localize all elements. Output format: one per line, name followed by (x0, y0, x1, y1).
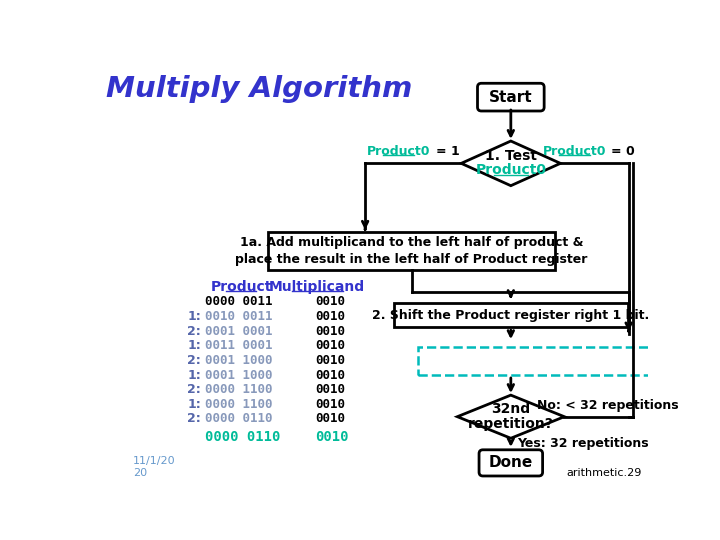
Text: 1:: 1: (187, 310, 201, 323)
Text: arithmetic.29: arithmetic.29 (567, 468, 642, 477)
Text: 32nd: 32nd (491, 402, 531, 416)
Bar (394, 303, 628, 327)
Text: 0010: 0010 (315, 369, 346, 382)
Text: Done: Done (489, 455, 533, 470)
Text: Yes: 32 repetitions: Yes: 32 repetitions (517, 437, 649, 450)
Text: 2:: 2: (187, 383, 201, 396)
Polygon shape (457, 395, 564, 438)
FancyBboxPatch shape (477, 83, 544, 111)
Text: 0010: 0010 (315, 383, 346, 396)
Text: Start: Start (489, 90, 533, 105)
Text: 2:: 2: (187, 413, 201, 426)
Text: 0010: 0010 (315, 339, 346, 353)
Text: 1. Test: 1. Test (485, 150, 537, 164)
Text: 0010: 0010 (315, 295, 346, 308)
Polygon shape (462, 141, 560, 186)
Text: = 1: = 1 (436, 145, 460, 158)
Text: 1:: 1: (187, 369, 201, 382)
Text: 0001 0001: 0001 0001 (205, 325, 273, 338)
Text: Product: Product (210, 280, 272, 294)
Text: 0001 1000: 0001 1000 (205, 369, 273, 382)
Bar (418, 347, 658, 375)
Text: 1a. Add multiplicand to the left half of product &: 1a. Add multiplicand to the left half of… (240, 236, 583, 249)
Text: No: < 32 repetitions: No: < 32 repetitions (537, 400, 678, 413)
Text: Multiplicand: Multiplicand (269, 280, 365, 294)
Text: Product0: Product0 (475, 163, 546, 177)
Text: Multiply Algorithm: Multiply Algorithm (106, 76, 412, 104)
Text: 11/1/20
20: 11/1/20 20 (132, 456, 175, 477)
Text: 0000 0110: 0000 0110 (205, 413, 273, 426)
Text: = 0: = 0 (611, 145, 634, 158)
Text: 0010: 0010 (315, 325, 346, 338)
Text: 0010: 0010 (315, 430, 349, 444)
Text: 0001 1000: 0001 1000 (205, 354, 273, 367)
Text: 0010: 0010 (315, 413, 346, 426)
Text: 0000 0110: 0000 0110 (205, 430, 281, 444)
Bar (269, 232, 555, 271)
Text: 0010 0011: 0010 0011 (205, 310, 273, 323)
Text: 0010: 0010 (315, 310, 346, 323)
Text: 0011 0001: 0011 0001 (205, 339, 273, 353)
Text: Product0: Product0 (366, 145, 431, 158)
Text: 2:: 2: (187, 325, 201, 338)
Text: 2:: 2: (187, 354, 201, 367)
Text: Product0: Product0 (543, 145, 606, 158)
Text: repetition?: repetition? (468, 417, 554, 431)
Text: 0000 0011: 0000 0011 (205, 295, 273, 308)
Text: 0010: 0010 (315, 354, 346, 367)
Text: 0000 1100: 0000 1100 (205, 398, 273, 411)
Text: 1:: 1: (187, 339, 201, 353)
Text: 0010: 0010 (315, 398, 346, 411)
FancyBboxPatch shape (479, 450, 543, 476)
Text: 1:: 1: (187, 398, 201, 411)
Text: 2. Shift the Product register right 1 bit.: 2. Shift the Product register right 1 bi… (372, 308, 649, 321)
Text: 0000 1100: 0000 1100 (205, 383, 273, 396)
Text: place the result in the left half of Product register: place the result in the left half of Pro… (235, 253, 588, 266)
